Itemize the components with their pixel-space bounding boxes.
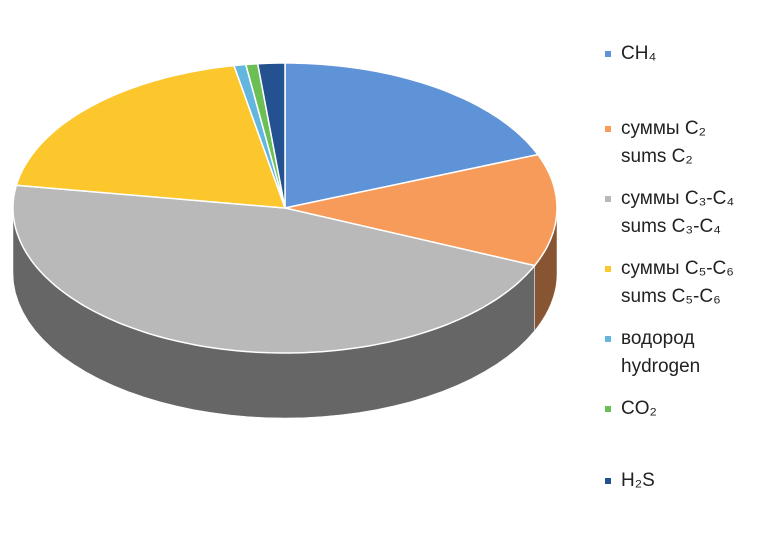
legend-label: суммы C₃-C₄ sums C₃-C₄ bbox=[621, 188, 735, 237]
legend-item: суммы C₅-C₆ sums C₅-C₆ bbox=[605, 255, 734, 311]
slice bbox=[284, 153, 558, 267]
legend-swatch bbox=[605, 51, 611, 57]
legend-label: H₂S bbox=[621, 470, 655, 491]
legend-swatch bbox=[605, 126, 611, 132]
legend-item: CO₂ bbox=[605, 395, 657, 423]
legend-item: водород hydrogen bbox=[605, 325, 700, 381]
legend-label: суммы C₂ sums C₂ bbox=[621, 118, 706, 167]
slice bbox=[12, 184, 536, 354]
legend-item: суммы C₃-C₄ sums C₃-C₄ bbox=[605, 185, 734, 241]
legend-swatch bbox=[605, 478, 611, 484]
legend-swatch bbox=[605, 266, 611, 272]
slice bbox=[284, 62, 540, 209]
legend-item: H₂S bbox=[605, 467, 655, 495]
slice bbox=[15, 64, 287, 209]
legend-label: водород hydrogen bbox=[621, 328, 701, 377]
legend-label: CH₄ bbox=[621, 43, 657, 64]
legend-label: CO₂ bbox=[621, 398, 657, 419]
legend-swatch bbox=[605, 196, 611, 202]
legend-item: суммы C₂ sums C₂ bbox=[605, 115, 706, 171]
slice bbox=[256, 62, 286, 209]
legend-item: CH₄ bbox=[605, 40, 656, 68]
legend-label: суммы C₅-C₆ sums C₅-C₆ bbox=[621, 258, 734, 307]
legend-swatch bbox=[605, 336, 611, 342]
legend: CH₄ суммы C₂ sums C₂ суммы C₃-C₄ sums C₃-C… bbox=[605, 0, 763, 538]
legend-swatch bbox=[605, 406, 611, 412]
pie-area bbox=[12, 62, 558, 419]
